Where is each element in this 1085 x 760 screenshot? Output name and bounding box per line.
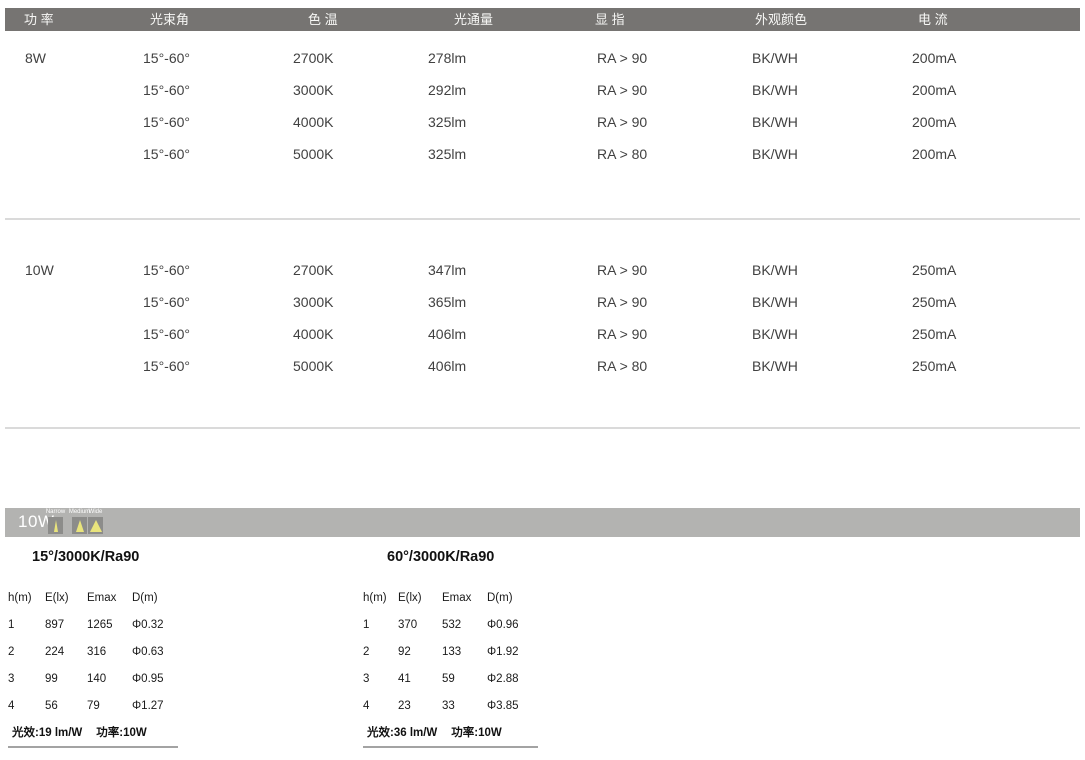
spec-sheet-page: 功 率 光束角 色 温 光通量 显 指 外观颜色 电 流 8W 15°-60° … — [0, 8, 1085, 751]
spec-group-10w: 10W 15°-60° 2700K 347lm RA > 90 BK/WH 25… — [5, 254, 1080, 382]
photometric-grid: h(m) E(lx) Emax D(m) 1 370 532 Φ0.96 2 9… — [363, 592, 519, 712]
efficacy-value: 光效:36 lm/W — [367, 727, 438, 739]
table-row: 15°-60° 4000K 406lm RA > 90 BK/WH 250mA — [143, 326, 957, 342]
power-variant-label: 10W — [18, 512, 55, 531]
header-current: 电 流 — [918, 12, 948, 27]
medium-beam-label: Medium — [68, 509, 91, 515]
power-value: 功率:10W — [451, 727, 502, 739]
header-beam-angle: 光束角 — [150, 12, 190, 27]
table-row: 15°-60° 3000K 365lm RA > 90 BK/WH 250mA — [143, 294, 957, 310]
power-variant-bar: 10W Narrow Medium Wide — [5, 508, 1080, 537]
narrow-beam-icon — [48, 517, 63, 534]
power-value: 功率:10W — [96, 727, 147, 739]
efficacy-value: 光效:19 lm/W — [12, 727, 83, 739]
section-divider — [5, 218, 1080, 220]
table-row: 10W 15°-60° 2700K 347lm RA > 90 BK/WH 25… — [5, 254, 1080, 286]
power-cell: 10W — [25, 262, 54, 278]
table-row: 15°-60° 4000K 325lm RA > 90 BK/WH 200mA — [143, 114, 957, 130]
header-power: 功 率 — [24, 12, 54, 27]
spec-table-header: 功 率 光束角 色 温 光通量 显 指 外观颜色 电 流 — [5, 8, 1080, 31]
spec-group-8w: 8W 15°-60° 2700K 278lm RA > 90 BK/WH 200… — [5, 42, 1080, 170]
photometric-table-60deg: 60°/3000K/Ra90 h(m) E(lx) Emax D(m) 1 37… — [363, 537, 538, 748]
wide-beam-icon — [88, 517, 103, 534]
photometric-grid: h(m) E(lx) Emax D(m) 1 897 1265 Φ0.32 2 … — [8, 592, 164, 712]
table-row: 8W 15°-60° 2700K 278lm RA > 90 BK/WH 200… — [5, 42, 1080, 74]
table-row: 15°-60° 3000K 292lm RA > 90 BK/WH 200mA — [143, 82, 957, 98]
photometric-table-title: 60°/3000K/Ra90 — [387, 549, 495, 565]
table-row: 15°-60° 5000K 325lm RA > 80 BK/WH 200mA — [143, 146, 957, 162]
photometric-footer: 光效:36 lm/W 功率:10W — [363, 720, 538, 748]
wide-beam-label: Wide — [88, 509, 103, 515]
photometric-footer: 光效:19 lm/W 功率:10W — [8, 720, 178, 748]
photometric-table-title: 15°/3000K/Ra90 — [32, 549, 140, 565]
photometric-section: 15°/3000K/Ra90 h(m) E(lx) Emax D(m) 1 89… — [5, 537, 1080, 751]
header-cri: 显 指 — [595, 12, 625, 27]
section-divider — [5, 427, 1080, 429]
medium-beam-icon — [72, 517, 87, 534]
power-cell: 8W — [25, 50, 46, 66]
photometric-table-15deg: 15°/3000K/Ra90 h(m) E(lx) Emax D(m) 1 89… — [8, 537, 178, 748]
table-row: 15°-60° 5000K 406lm RA > 80 BK/WH 250mA — [143, 358, 957, 374]
header-housing-color: 外观颜色 — [755, 12, 808, 27]
narrow-beam-label: Narrow — [45, 509, 66, 515]
header-luminous-flux: 光通量 — [454, 12, 494, 27]
header-cct: 色 温 — [308, 12, 338, 27]
